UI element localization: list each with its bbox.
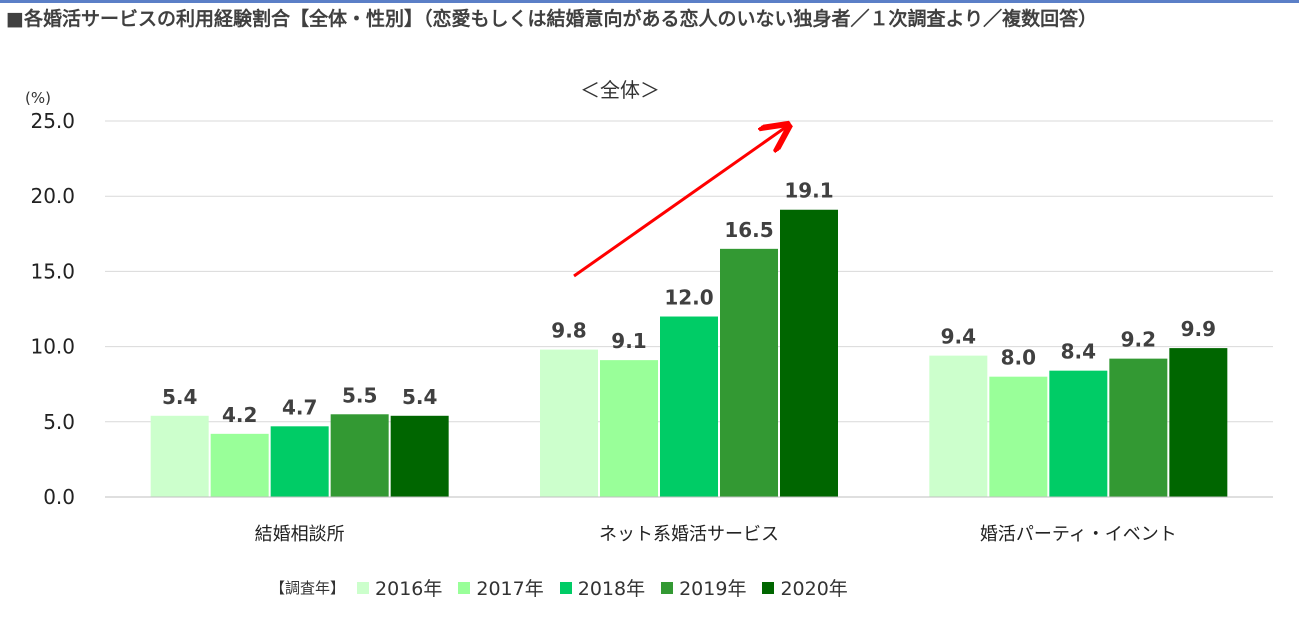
legend-label: 2019年 [679, 578, 747, 600]
data-label: 16.5 [724, 218, 773, 242]
chart-subtitle: ＜全体＞ [580, 78, 660, 102]
bar [540, 349, 598, 497]
data-label: 5.4 [402, 385, 437, 409]
legend-item: 2020年 [762, 574, 848, 601]
legend-label: 2016年 [375, 578, 443, 600]
legend-label: 2020年 [780, 578, 848, 600]
legend-items: 2016年 2017年 2018年 2019年 2020年 [357, 574, 864, 601]
y-tick-label: 15.0 [30, 259, 75, 283]
legend-label: 2017年 [476, 578, 544, 600]
x-tick-label: ネット系婚活サービス [599, 524, 779, 545]
data-label: 9.4 [941, 325, 976, 349]
bar [210, 433, 269, 497]
legend-title: 【調査年】 [270, 579, 346, 597]
legend-swatch [762, 581, 775, 594]
data-label: 9.2 [1121, 328, 1156, 352]
data-label: 4.2 [222, 403, 257, 427]
legend-swatch [357, 581, 370, 594]
legend-label: 2018年 [577, 578, 646, 600]
bar [390, 415, 449, 497]
bar [1049, 370, 1108, 497]
legend-item: 2016年 [357, 574, 442, 601]
data-label: 9.9 [1181, 317, 1216, 341]
bar [989, 376, 1048, 497]
page-title: ■各婚活サービスの利用経験割合【全体・性別】（恋愛もしくは結婚意向がある恋人のい… [6, 8, 1098, 30]
data-label: 9.1 [611, 329, 646, 353]
chart-legend: 【調査年】 2016年 2017年 2018年 2019年 2020年 [270, 574, 864, 601]
data-label: 8.4 [1061, 340, 1096, 364]
legend-swatch [661, 581, 674, 594]
y-tick-label: 5.0 [43, 410, 75, 434]
data-label: 19.1 [784, 179, 833, 203]
bar [720, 248, 778, 497]
x-tick-label: 婚活パーティ・イベント [980, 524, 1177, 545]
data-label: 8.0 [1001, 346, 1036, 370]
bar [780, 209, 838, 497]
legend-swatch [458, 581, 471, 594]
data-label: 9.8 [551, 319, 586, 343]
bar [1169, 348, 1228, 497]
y-tick-label: 10.0 [30, 335, 75, 359]
y-tick-label: 25.0 [30, 109, 75, 133]
data-label: 5.4 [162, 385, 197, 409]
y-tick-label: 20.0 [30, 184, 75, 208]
legend-item: 2018年 [559, 574, 646, 601]
data-label: 5.5 [342, 383, 377, 407]
legend-swatch [559, 581, 572, 594]
top-rule [0, 0, 1299, 3]
y-tick-label: 0.0 [43, 485, 75, 509]
bar [150, 415, 209, 497]
bar [1109, 358, 1168, 497]
trend-arrow [573, 127, 786, 278]
bar [929, 355, 988, 497]
data-label: 4.7 [282, 395, 317, 419]
legend-item: 2019年 [661, 574, 746, 601]
x-tick-label: 結婚相談所 [255, 524, 345, 545]
legend-item: 2017年 [458, 574, 544, 601]
bar [660, 316, 718, 497]
bar [330, 414, 389, 497]
y-axis-unit: (%) [25, 89, 51, 107]
bar [270, 426, 329, 497]
bar [600, 360, 658, 497]
data-label: 12.0 [664, 286, 713, 310]
